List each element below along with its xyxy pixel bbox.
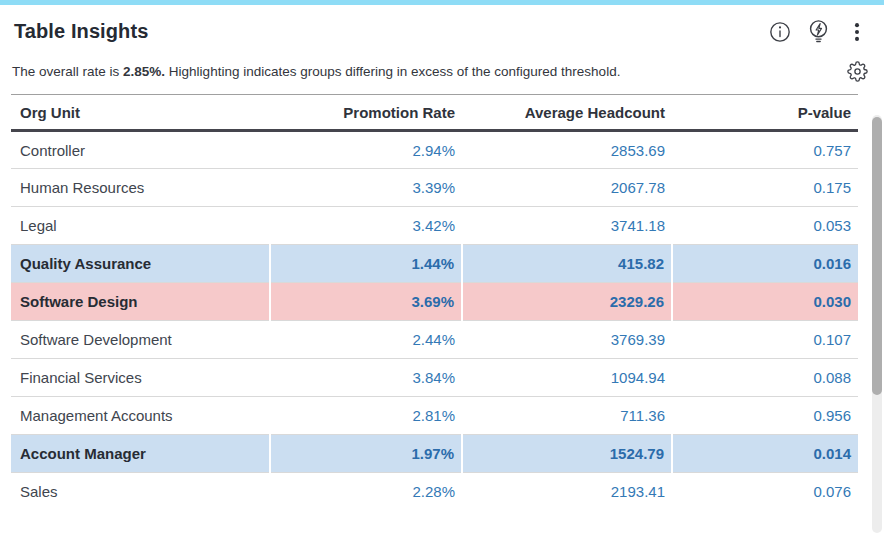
cell-promotion-rate: 1.44% (270, 245, 462, 283)
cell-average-headcount: 2193.41 (462, 473, 672, 511)
table-insights-widget: Table Insights (0, 0, 884, 533)
overflow-menu-button[interactable] (846, 21, 868, 43)
summary-row: The overall rate is 2.85%. Highlighting … (0, 50, 884, 82)
cell-org-unit: Legal (11, 207, 270, 245)
cell-promotion-rate: 3.42% (270, 207, 462, 245)
column-header-promotion-rate: Promotion Rate (270, 95, 462, 131)
table-row[interactable]: Legal 3.42% 3741.18 0.053 (11, 207, 858, 245)
cell-org-unit: Human Resources (11, 169, 270, 207)
table-row[interactable]: Sales 2.28% 2193.41 0.076 (11, 473, 858, 511)
vertical-scrollbar-track[interactable] (872, 115, 882, 533)
cell-promotion-rate: 2.94% (270, 131, 462, 169)
cell-promotion-rate: 3.39% (270, 169, 462, 207)
page-title: Table Insights (14, 20, 148, 43)
table-row[interactable]: Financial Services 3.84% 1094.94 0.088 (11, 359, 858, 397)
cell-promotion-rate: 2.81% (270, 397, 462, 435)
table-row[interactable]: Controller 2.94% 2853.69 0.757 (11, 131, 858, 169)
cell-org-unit: Management Accounts (11, 397, 270, 435)
header-actions (769, 19, 868, 44)
table-row[interactable]: Quality Assurance 1.44% 415.82 0.016 (11, 245, 858, 283)
summary-suffix: Highlighting indicates groups differing … (169, 64, 621, 79)
overall-rate-value: 2.85%. (123, 64, 165, 79)
table-row[interactable]: Software Design 3.69% 2329.26 0.030 (11, 283, 858, 321)
cell-promotion-rate: 2.44% (270, 321, 462, 359)
column-header-p-value: P-value (672, 95, 858, 131)
cell-promotion-rate: 3.69% (270, 283, 462, 321)
cell-p-value: 0.053 (672, 207, 858, 245)
cell-p-value: 0.030 (672, 283, 858, 321)
column-header-average-headcount: Average Headcount (462, 95, 672, 131)
cell-average-headcount: 415.82 (462, 245, 672, 283)
insights-table: Org Unit Promotion Rate Average Headcoun… (11, 94, 858, 511)
table-row[interactable]: Account Manager 1.97% 1524.79 0.014 (11, 435, 858, 473)
table-header-row: Org Unit Promotion Rate Average Headcoun… (11, 95, 858, 131)
cell-promotion-rate: 3.84% (270, 359, 462, 397)
cell-p-value: 0.107 (672, 321, 858, 359)
cell-average-headcount: 2853.69 (462, 131, 672, 169)
cell-average-headcount: 1094.94 (462, 359, 672, 397)
insights-button[interactable] (806, 19, 831, 44)
vertical-scrollbar-thumb[interactable] (872, 117, 882, 395)
insights-table-container: Org Unit Promotion Rate Average Headcoun… (11, 94, 858, 511)
settings-gear-icon (847, 61, 868, 82)
lightbulb-icon (806, 19, 831, 44)
cell-average-headcount: 1524.79 (462, 435, 672, 473)
table-row[interactable]: Human Resources 3.39% 2067.78 0.175 (11, 169, 858, 207)
kebab-menu-icon (846, 21, 868, 43)
cell-average-headcount: 711.36 (462, 397, 672, 435)
cell-p-value: 0.014 (672, 435, 858, 473)
cell-average-headcount: 3741.18 (462, 207, 672, 245)
summary-text: The overall rate is 2.85%. Highlighting … (12, 64, 620, 79)
cell-average-headcount: 2329.26 (462, 283, 672, 321)
cell-average-headcount: 2067.78 (462, 169, 672, 207)
cell-org-unit: Controller (11, 131, 270, 169)
column-header-org-unit: Org Unit (11, 95, 270, 131)
table-row[interactable]: Software Development 2.44% 3769.39 0.107 (11, 321, 858, 359)
cell-p-value: 0.016 (672, 245, 858, 283)
cell-p-value: 0.088 (672, 359, 858, 397)
cell-average-headcount: 3769.39 (462, 321, 672, 359)
cell-org-unit: Account Manager (11, 435, 270, 473)
cell-org-unit: Sales (11, 473, 270, 511)
cell-p-value: 0.757 (672, 131, 858, 169)
widget-header: Table Insights (0, 5, 884, 50)
cell-p-value: 0.076 (672, 473, 858, 511)
info-button[interactable] (769, 21, 791, 43)
cell-p-value: 0.956 (672, 397, 858, 435)
info-icon (769, 21, 791, 43)
cell-p-value: 0.175 (672, 169, 858, 207)
cell-org-unit: Quality Assurance (11, 245, 270, 283)
cell-org-unit: Financial Services (11, 359, 270, 397)
summary-prefix: The overall rate is (12, 64, 119, 79)
cell-promotion-rate: 1.97% (270, 435, 462, 473)
settings-button[interactable] (847, 61, 868, 82)
cell-org-unit: Software Design (11, 283, 270, 321)
cell-org-unit: Software Development (11, 321, 270, 359)
table-row[interactable]: Management Accounts 2.81% 711.36 0.956 (11, 397, 858, 435)
cell-promotion-rate: 2.28% (270, 473, 462, 511)
